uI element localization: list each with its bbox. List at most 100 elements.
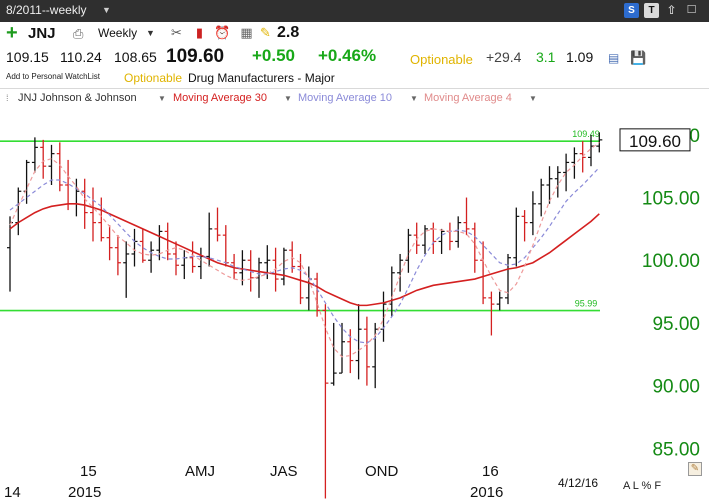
ohlc-bar [164,222,171,261]
ohlc-bar [529,191,536,236]
ohlc-bar [40,139,47,179]
beta-value: 1.09 [566,49,594,65]
ohlc-bar [480,241,487,305]
ohlc-bar [222,225,229,267]
ohlc-bar [181,250,188,280]
y-tick-label: 90.00 [652,377,700,398]
chart-type-icon[interactable]: ▮ [195,25,204,40]
ohlc-bar [31,137,38,173]
grip-icon[interactable]: ⁞ [6,93,9,103]
draw-tools-icon[interactable]: ✂ [171,25,182,40]
ohlc-bar [438,228,445,254]
ma30-line [9,203,600,307]
open-price: 109.15 [6,49,49,65]
note-icon[interactable]: ✎ [260,25,271,40]
high-price: 110.24 [60,49,102,65]
ohlc-bar [98,197,105,242]
ohlc-bar [90,187,96,242]
plus-icon[interactable]: + [6,22,18,44]
ohlc-bar [505,253,511,305]
ohlc-bar [521,210,528,242]
toolbar-value: 2.8 [277,24,300,41]
ohlc-bar [488,291,495,336]
y-tick-label: 85.00 [652,439,700,460]
last-price-box [619,128,691,152]
price-change: +0.50 [252,46,296,65]
y-tick-label: 105.00 [642,189,700,210]
pe-ratio: +29.4 [486,49,522,65]
y-tick-label: 95.00 [652,314,700,335]
dividend-yield: 3.1 [536,49,556,65]
chart-legend: ⁞ JNJ Johnson & Johnson ▼ Moving Average… [0,88,709,106]
ohlc-bar [380,291,387,342]
chevron-down-icon[interactable]: ▼ [284,94,292,103]
ohlc-bar [397,253,404,292]
x-tick-label: AMJ [185,463,215,480]
ma10-line [9,167,600,344]
scale-toggle[interactable]: A L % F [623,480,662,492]
ohlc-bar [106,225,113,261]
chevron-down-icon[interactable]: ▼ [158,94,166,103]
ohlc-bar [422,225,428,254]
chevron-down-icon[interactable]: ▼ [529,94,537,103]
x-tick-label: JAS [270,463,298,480]
ohlc-bar [463,197,470,236]
ohlc-bar [197,247,204,280]
t-icon[interactable]: T [644,3,659,18]
arrow-up-icon[interactable]: ⇧ [666,3,677,17]
date-range-combo[interactable]: 8/2011--weekly [6,3,87,17]
x-tick-label: 2016 [470,484,503,501]
ohlc-bar [314,272,321,317]
chevron-down-icon[interactable]: ▼ [146,28,155,38]
x-tick-label: 15 [80,463,97,480]
pencil-icon[interactable]: ✎ [688,462,702,476]
ohlc-bar [139,228,146,263]
legend-ma30[interactable]: Moving Average 30 [173,92,267,104]
price-change-pct: +0.46% [318,46,377,65]
ohlc-bar [23,159,30,204]
ohlc-bar [339,322,345,374]
quote-line: 109.15 110.24 108.65 109.60 +0.50 +0.46%… [0,46,709,70]
ohlc-bar [571,147,578,179]
chevron-down-icon[interactable]: ▼ [102,5,111,15]
symbol-field[interactable]: JNJ [28,25,56,42]
ohlc-bar [322,304,329,499]
ohlc-bar [446,222,453,251]
ohlc-bar [123,241,130,298]
add-to-watchlist-link[interactable]: Add to Personal WatchList [6,72,100,81]
ohlc-bar [206,212,213,267]
footer-date: 4/12/16 [558,476,598,490]
ohlc-bar [355,304,362,380]
legend-ma4[interactable]: Moving Average 4 [424,92,512,104]
industry-label[interactable]: Drug Manufacturers - Major [188,71,335,85]
horizontal-line-label: 109.49 [572,129,600,139]
ohlc-bar [173,241,179,276]
legend-symbol[interactable]: JNJ Johnson & Johnson [18,92,137,104]
ohlc-bar [231,253,238,280]
printer-icon[interactable]: ⎙ [73,26,84,41]
period-select[interactable]: Weekly [98,26,138,40]
ohlc-bar [546,166,553,204]
ohlc-bar [405,228,412,273]
info-line: Add to Personal WatchList Optionable Dru… [0,70,709,86]
alarm-clock-icon[interactable]: ⏰ [214,25,231,40]
maximize-icon[interactable]: ☐ [686,4,697,16]
x-tick-label: OND [365,463,399,480]
ohlc-bar [305,266,312,311]
legend-ma10[interactable]: Moving Average 10 [298,92,392,104]
optionable-label: Optionable [410,52,473,67]
chevron-down-icon[interactable]: ▼ [410,94,418,103]
toolbar: + JNJ ⎙ Weekly ▼ ✂ ▮ ⏰ ▦ ✎ 2.8 [0,22,709,44]
ohlc-bar [330,322,337,386]
ohlc-bar [239,250,246,286]
ohlc-bar [430,222,437,254]
database-icon[interactable]: ▤ [608,51,620,65]
calculator-icon[interactable]: ▦ [240,25,253,40]
ohlc-bar [189,241,196,273]
s-icon[interactable]: S [624,3,639,18]
ohlc-bar [148,241,155,273]
save-icon[interactable]: 💾 [630,50,647,65]
ohlc-bar [56,142,63,192]
horizontal-line-label: 95.99 [575,299,598,309]
